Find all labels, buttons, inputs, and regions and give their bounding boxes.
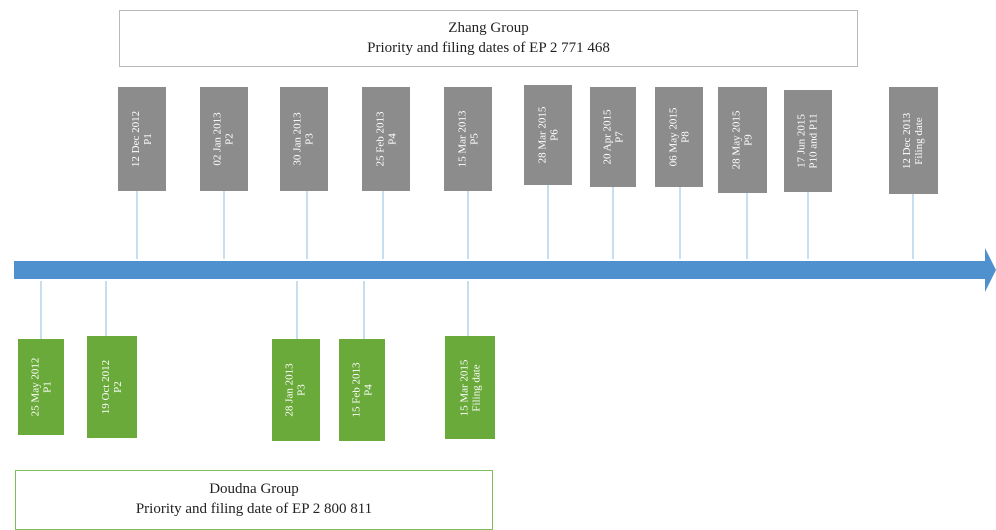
priority-label: P4 xyxy=(362,384,374,396)
priority-label: Filing date xyxy=(913,116,926,165)
date-text: 28 May 2015 xyxy=(730,110,743,170)
zhang-date-box: 28 Mar 2015 P6 xyxy=(524,85,572,185)
date-text: 12 Dec 2012 xyxy=(130,110,142,168)
zhang-date-box: 02 Jan 2013 P2 xyxy=(200,87,248,191)
priority-label: P2 xyxy=(112,381,125,393)
priority-label: P3 xyxy=(296,384,309,396)
zhang-group-subtitle: Priority and filing dates of EP 2 771 46… xyxy=(367,40,610,56)
zhang-date-box: 12 Dec 2013 Filing date xyxy=(889,87,938,194)
doudna-group-subtitle: Priority and filing date of EP 2 800 811 xyxy=(135,501,373,517)
date-text: 02 Jan 2013 xyxy=(212,112,225,166)
zhang-date-box: 06 May 2015 P8 xyxy=(655,87,703,187)
date-text: 15 Mar 2013 xyxy=(456,110,469,168)
priority-label: P9 xyxy=(742,134,755,146)
priority-label: Filing date xyxy=(470,363,483,412)
zhang-date-box: 25 Feb 2013 P4 xyxy=(362,87,410,191)
priority-label: P3 xyxy=(304,133,317,145)
priority-label: P2 xyxy=(224,133,237,145)
priority-label: P1 xyxy=(142,133,154,145)
connector-lines xyxy=(40,185,914,339)
zhang-group-header: Zhang Group Priority and filing dates of… xyxy=(119,10,858,67)
doudna-date-box: 28 Jan 2013 P3 xyxy=(272,339,320,441)
priority-label: P6 xyxy=(548,129,561,141)
zhang-group-title: Zhang Group xyxy=(448,20,529,36)
priority-label: P7 xyxy=(613,131,625,143)
date-text: 20 Apr 2015 xyxy=(601,109,613,165)
priority-label: P10 and P11 xyxy=(808,113,820,169)
doudna-group-title: Doudna Group xyxy=(209,481,299,497)
priority-label: P8 xyxy=(679,131,692,143)
zhang-date-box: 30 Jan 2013 P3 xyxy=(280,87,328,191)
zhang-date-box: 17 Jun 2015 P10 and P11 xyxy=(784,90,832,192)
date-text: 06 May 2015 xyxy=(667,107,680,167)
zhang-date-box: 28 May 2015 P9 xyxy=(718,87,767,193)
doudna-date-box: 15 Feb 2013 P4 xyxy=(339,339,385,441)
zhang-date-box: 20 Apr 2015 P7 xyxy=(590,87,636,187)
doudna-date-box: 15 Mar 2015 Filing date xyxy=(445,336,495,439)
date-text: 12 Dec 2013 xyxy=(901,112,914,169)
date-text: 17 Jun 2015 xyxy=(796,114,808,168)
date-text: 28 Jan 2013 xyxy=(284,363,297,417)
date-text: 25 Feb 2013 xyxy=(374,111,386,167)
date-text: 28 Mar 2015 xyxy=(536,106,549,164)
doudna-date-box: 19 Oct 2012 P2 xyxy=(87,336,137,438)
date-text: 19 Oct 2012 xyxy=(100,359,113,415)
date-text: 30 Jan 2013 xyxy=(292,112,305,166)
date-text: 25 May 2012 xyxy=(29,357,42,417)
priority-label: P1 xyxy=(41,381,54,393)
zhang-date-box: 15 Mar 2013 P5 xyxy=(444,87,492,191)
priority-label: P5 xyxy=(468,133,481,145)
doudna-date-box: 25 May 2012 P1 xyxy=(18,339,64,435)
doudna-group-header: Doudna Group Priority and filing date of… xyxy=(15,470,493,530)
priority-label: P4 xyxy=(386,133,398,145)
zhang-date-box: 12 Dec 2012 P1 xyxy=(118,87,166,191)
date-text: 15 Feb 2013 xyxy=(350,362,362,418)
date-text: 15 Mar 2015 xyxy=(458,359,471,416)
timeline-arrow xyxy=(14,248,996,292)
